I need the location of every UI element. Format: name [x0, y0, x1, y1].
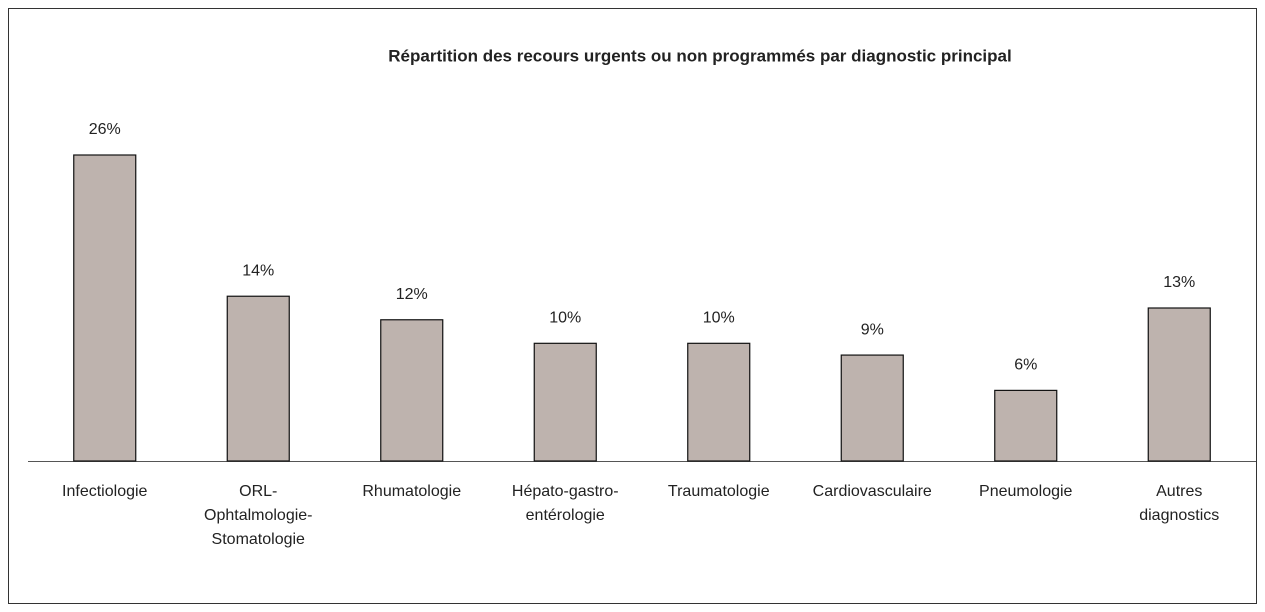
value-label: 6%	[1014, 357, 1037, 374]
x-tick-label: Cardiovasculaire	[813, 483, 932, 500]
bar	[687, 342, 751, 462]
chart-title: Répartition des recours urgents ou non p…	[388, 46, 1011, 65]
x-tick-label: Hépato-gastro-entérologie	[512, 483, 619, 524]
x-tick-label: Autres diagnostics	[1139, 483, 1219, 524]
x-tick-label: Pneumologie	[979, 483, 1073, 500]
x-tick-label: Traumatologie	[668, 483, 770, 500]
x-tick-label: Infectiologie	[62, 483, 147, 500]
value-label: 10%	[549, 310, 581, 327]
value-label: 14%	[242, 262, 274, 279]
value-label: 10%	[703, 310, 735, 327]
value-label: 26%	[89, 121, 121, 138]
bar	[533, 342, 597, 462]
chart-border	[8, 8, 1257, 604]
value-label: 9%	[861, 321, 884, 338]
value-label: 12%	[396, 286, 428, 303]
bar	[994, 389, 1058, 462]
value-label: 13%	[1163, 274, 1195, 291]
x-tick-label: Rhumatologie	[362, 483, 461, 500]
bar	[73, 154, 137, 462]
bar	[226, 295, 290, 462]
bar	[1147, 307, 1211, 462]
bar	[380, 319, 444, 462]
bar	[840, 354, 904, 462]
x-tick-label: ORL-Ophtalmologie-Stomatologie	[204, 483, 313, 548]
